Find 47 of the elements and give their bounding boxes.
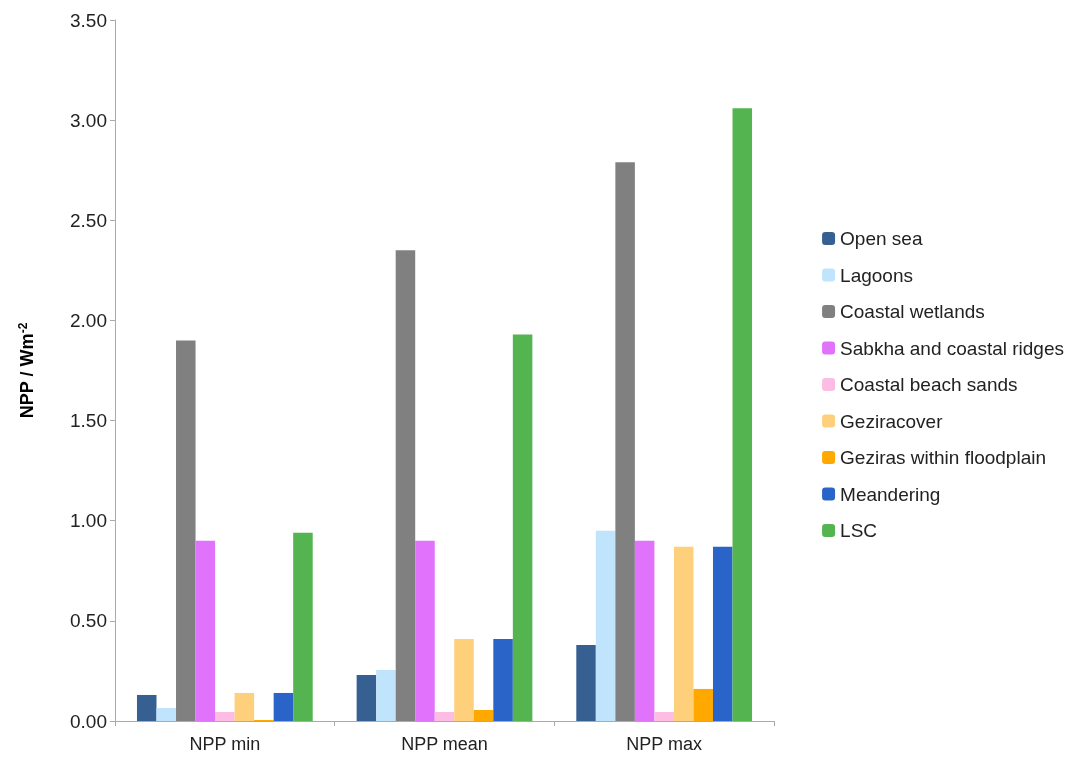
- bar: [356, 674, 377, 721]
- legend-label: Geziracover: [840, 410, 944, 432]
- bar: [576, 644, 596, 721]
- x-tick-label: NPP max: [626, 734, 703, 754]
- x-tick-label: NPP mean: [401, 734, 488, 754]
- bar: [195, 540, 216, 721]
- bar: [595, 530, 616, 721]
- y-tick-label: 0.00: [70, 710, 107, 732]
- y-tick-label: 1.00: [70, 510, 107, 532]
- bar: [512, 334, 533, 721]
- y-axis-title: NPP / Wm-2: [16, 322, 37, 419]
- bar: [732, 108, 753, 721]
- bar: [473, 709, 494, 721]
- bar: [434, 711, 455, 721]
- bar: [673, 546, 694, 721]
- legend-label: Coastal beach sands: [840, 374, 1018, 395]
- bar: [156, 707, 177, 721]
- legend-label: Lagoons: [840, 264, 913, 286]
- bar: [712, 546, 733, 721]
- legend-label: Sabkha and coastal ridges: [840, 337, 1065, 359]
- legend-label: LSC: [840, 520, 878, 541]
- bar: [615, 162, 635, 721]
- bar: [693, 688, 713, 721]
- bar: [376, 669, 396, 721]
- legend-label: Meandering: [840, 483, 941, 505]
- bar: [634, 540, 655, 721]
- y-tick-label: 0.50: [70, 610, 107, 632]
- legend-label: Open sea: [840, 228, 923, 249]
- bar: [234, 692, 255, 721]
- bar: [136, 694, 157, 721]
- bar: [273, 692, 294, 721]
- bar: [654, 711, 674, 721]
- y-tick-label: 2.00: [70, 309, 107, 331]
- bar: [415, 540, 435, 721]
- bar: [293, 532, 313, 721]
- bar: [176, 340, 196, 721]
- bar: [395, 250, 416, 721]
- legend-label: Coastal wetlands: [840, 301, 985, 322]
- y-tick-label: 3.00: [70, 109, 107, 131]
- x-tick-label: NPP min: [189, 734, 261, 754]
- bar: [215, 711, 235, 721]
- y-tick-label: 3.50: [70, 9, 107, 31]
- bar: [493, 638, 513, 721]
- bar: [454, 638, 474, 721]
- y-tick-label: 1.50: [70, 410, 107, 432]
- y-tick-label: 2.50: [70, 209, 107, 231]
- legend-label: Geziras within floodplain: [840, 447, 1047, 468]
